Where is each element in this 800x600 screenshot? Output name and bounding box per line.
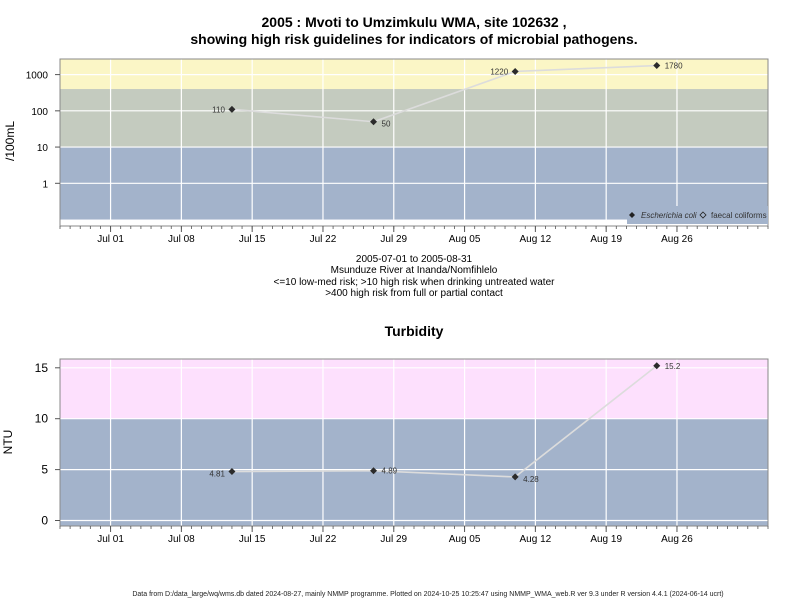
chart2-data-label-1: 4.81 — [209, 470, 225, 479]
chart2-xtick-label-6: Aug 05 — [449, 534, 481, 545]
chart2-xtick-label-9: Aug 26 — [661, 534, 693, 545]
chart2-xtick-label-8: Aug 19 — [590, 534, 622, 545]
chart2-ytick-label-4: 15 — [35, 361, 49, 375]
chart1-note-risk-drinking: <=10 low-med risk; >10 high risk when dr… — [274, 277, 556, 288]
chart1-risk-band-2 — [60, 89, 768, 148]
chart2-data-point-3 — [511, 473, 519, 481]
chart1-ytick-label-3: 100 — [31, 107, 48, 118]
chart2-xtick-label-7: Aug 12 — [520, 534, 552, 545]
chart1-ytick-label-4: 1000 — [26, 71, 49, 82]
chart1-data-label-4: 1780 — [665, 62, 683, 71]
chart1-data-point-4 — [653, 62, 661, 70]
chart1-data-point-2 — [370, 118, 378, 126]
chart2-data-point-1 — [228, 468, 236, 476]
chart1-xtick-label-6: Aug 05 — [449, 234, 481, 245]
chart2-series-line — [231, 365, 658, 478]
chart1-data-label-1: 110 — [212, 105, 225, 114]
chart2-ylabel: NTU — [1, 430, 15, 455]
chart2-data-point-2 — [370, 467, 378, 475]
chart1-xtick-label-1: Jul 01 — [97, 234, 124, 245]
chart1-note-site: Msunduze River at Inanda/Nomfihlelo — [331, 265, 498, 276]
chart1-title-line1: 2005 : Mvoti to Umzimkulu WMA, site 1026… — [262, 14, 567, 30]
chart1-xtick-label-4: Jul 22 — [310, 234, 337, 245]
chart1-xtick-label-3: Jul 15 — [239, 234, 266, 245]
chart2-data-point-4 — [653, 362, 661, 370]
chart2-ytick-label-1: 0 — [41, 514, 48, 528]
chart2-ytick-label-2: 5 — [41, 463, 48, 477]
chart2-xtick-label-4: Jul 22 — [310, 534, 337, 545]
chart1-note-risk-contact: >400 high risk from full or partial cont… — [325, 288, 503, 299]
chart2-xtick-label-5: Jul 29 — [380, 534, 407, 545]
chart1-data-label-3: 1220 — [490, 67, 508, 76]
chart1-xtick-label-9: Aug 26 — [661, 234, 693, 245]
legend-label-faecal: faecal coliforms — [711, 211, 767, 220]
chart1-ytick-label-2: 10 — [37, 143, 49, 154]
chart1-title-line2: showing high risk guidelines for indicat… — [190, 31, 637, 47]
chart1-xtick-label-2: Jul 08 — [168, 234, 195, 245]
chart2-data-label-3: 4.28 — [523, 475, 539, 484]
chart1-note-daterange: 2005-07-01 to 2005-08-31 — [356, 254, 473, 265]
chart2-xtick-label-1: Jul 01 — [97, 534, 124, 545]
chart2-ytick-label-3: 10 — [35, 412, 49, 426]
chart1-ytick-label-1: 1 — [42, 179, 48, 190]
legend-marker-faecal — [699, 211, 707, 219]
chart2-data-label-4: 15.2 — [665, 362, 681, 371]
chart1-legend: Escherichia coli faecal coliforms — [627, 206, 768, 224]
chart2-xtick-label-3: Jul 15 — [239, 534, 266, 545]
chart2-data-label-2: 4.89 — [382, 467, 398, 476]
legend-marker-ecoli — [629, 212, 635, 218]
chart2-risk-band-2 — [60, 359, 768, 419]
chart1-xtick-label-8: Aug 19 — [590, 234, 622, 245]
chart1-series-line — [231, 64, 657, 123]
chart2-title: Turbidity — [385, 323, 444, 339]
chart1-xtick-label-5: Jul 29 — [380, 234, 407, 245]
chart1-data-label-2: 50 — [382, 120, 391, 129]
chart1-ylabel: /100mL — [3, 121, 17, 161]
chart1-data-point-3 — [511, 67, 519, 75]
chart2-plot-area: 0 5 10 15 Jul 01 Jul 08 Jul 15 Jul 22 Jul 29 Aug … — [35, 358, 769, 545]
legend-label-ecoli: Escherichia coli — [641, 211, 697, 220]
chart1-xtick-label-7: Aug 12 — [520, 234, 552, 245]
chart1-data-point-1 — [228, 105, 236, 113]
chart2-xtick-label-2: Jul 08 — [168, 534, 195, 545]
footer-note: Data from D:/data_large/wq/wms.db dated … — [132, 591, 723, 598]
